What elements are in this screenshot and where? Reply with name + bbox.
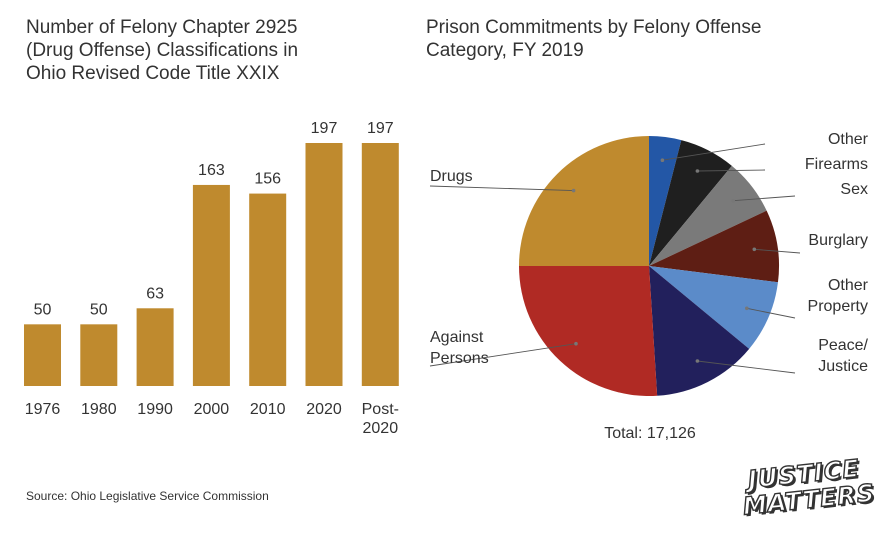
pie-leader-dot <box>731 198 735 203</box>
pie-leader-dot <box>571 188 576 193</box>
bar-value-label: 50 <box>90 301 108 318</box>
pie-label-drugs: Drugs <box>430 168 473 185</box>
pie-chart <box>519 136 779 396</box>
pie-leader-line <box>429 343 577 367</box>
bar-value-label: 63 <box>146 285 164 302</box>
pie-leader-line <box>754 248 801 254</box>
bar-2010 <box>249 193 287 386</box>
bar-category-label: 2020 <box>306 401 342 418</box>
pie-leader-line <box>662 143 766 161</box>
pie-leader-dot <box>695 359 700 363</box>
pie-total-label: Total: 17,126 <box>604 425 696 442</box>
pie-slice-sex <box>649 165 767 266</box>
bar-2020 <box>305 143 343 386</box>
bar-1976 <box>24 324 61 386</box>
bar-value-label: 50 <box>34 301 52 318</box>
pie-label-firearms: Firearms <box>805 156 868 173</box>
bar-2000 <box>192 184 230 386</box>
bar-category-label: 1990 <box>137 401 173 418</box>
bar-chart-title: Number of Felony Chapter 2925 (Drug Offe… <box>26 17 299 84</box>
bar-category-label: 2000 <box>194 401 230 418</box>
bar-1990 <box>136 308 174 386</box>
bar-post-2020 <box>361 143 399 386</box>
pie-slice-peace-justice <box>649 266 750 396</box>
pie-leader-line <box>746 307 796 319</box>
pie-label-other: Other <box>828 131 869 148</box>
bar-value-label: 163 <box>198 162 225 179</box>
pie-leader-dot <box>745 306 749 311</box>
pie-slice-other-property <box>649 266 778 349</box>
pie-slice-firearms <box>649 140 732 266</box>
pie-leader-line <box>697 169 766 172</box>
pie-slice-other <box>649 136 682 266</box>
pie-label-sex: Sex <box>840 181 868 198</box>
bar-category-label: 1980 <box>81 401 117 418</box>
pie-leader-dot <box>752 247 757 252</box>
pie-chart-title: Prison Commitments by Felony Offense Cat… <box>426 17 762 61</box>
source-note: Source: Ohio Legislative Service Commiss… <box>26 489 269 503</box>
bar-value-label: 197 <box>311 120 338 137</box>
pie-slice-burglary <box>649 210 779 283</box>
pie-leader-dot <box>660 158 665 162</box>
pie-leader-line <box>697 360 796 374</box>
bar-1980 <box>80 324 118 386</box>
pie-label-other-property: Other Property <box>808 277 869 315</box>
pie-leader-dot <box>695 169 700 173</box>
bar-category-label: Post-2020 <box>362 401 399 437</box>
pie-leader-line <box>733 195 796 202</box>
bar-category-label: 1976 <box>25 401 61 418</box>
justice-matters-logo: JUSTICE MATTERS <box>739 454 877 533</box>
pie-slice-drugs <box>519 136 649 266</box>
pie-label-peace-justice: Peace/Justice <box>818 337 868 375</box>
pie-label-against-persons: Against Persons <box>430 329 489 367</box>
pie-leader-dot <box>574 341 578 346</box>
bar-value-label: 156 <box>254 171 281 188</box>
pie-slice-against-persons <box>519 266 658 396</box>
pie-label-burglary: Burglary <box>808 232 868 249</box>
pie-leader-line <box>429 185 574 192</box>
bar-value-label: 197 <box>367 120 394 137</box>
bar-category-label: 2010 <box>250 401 286 418</box>
